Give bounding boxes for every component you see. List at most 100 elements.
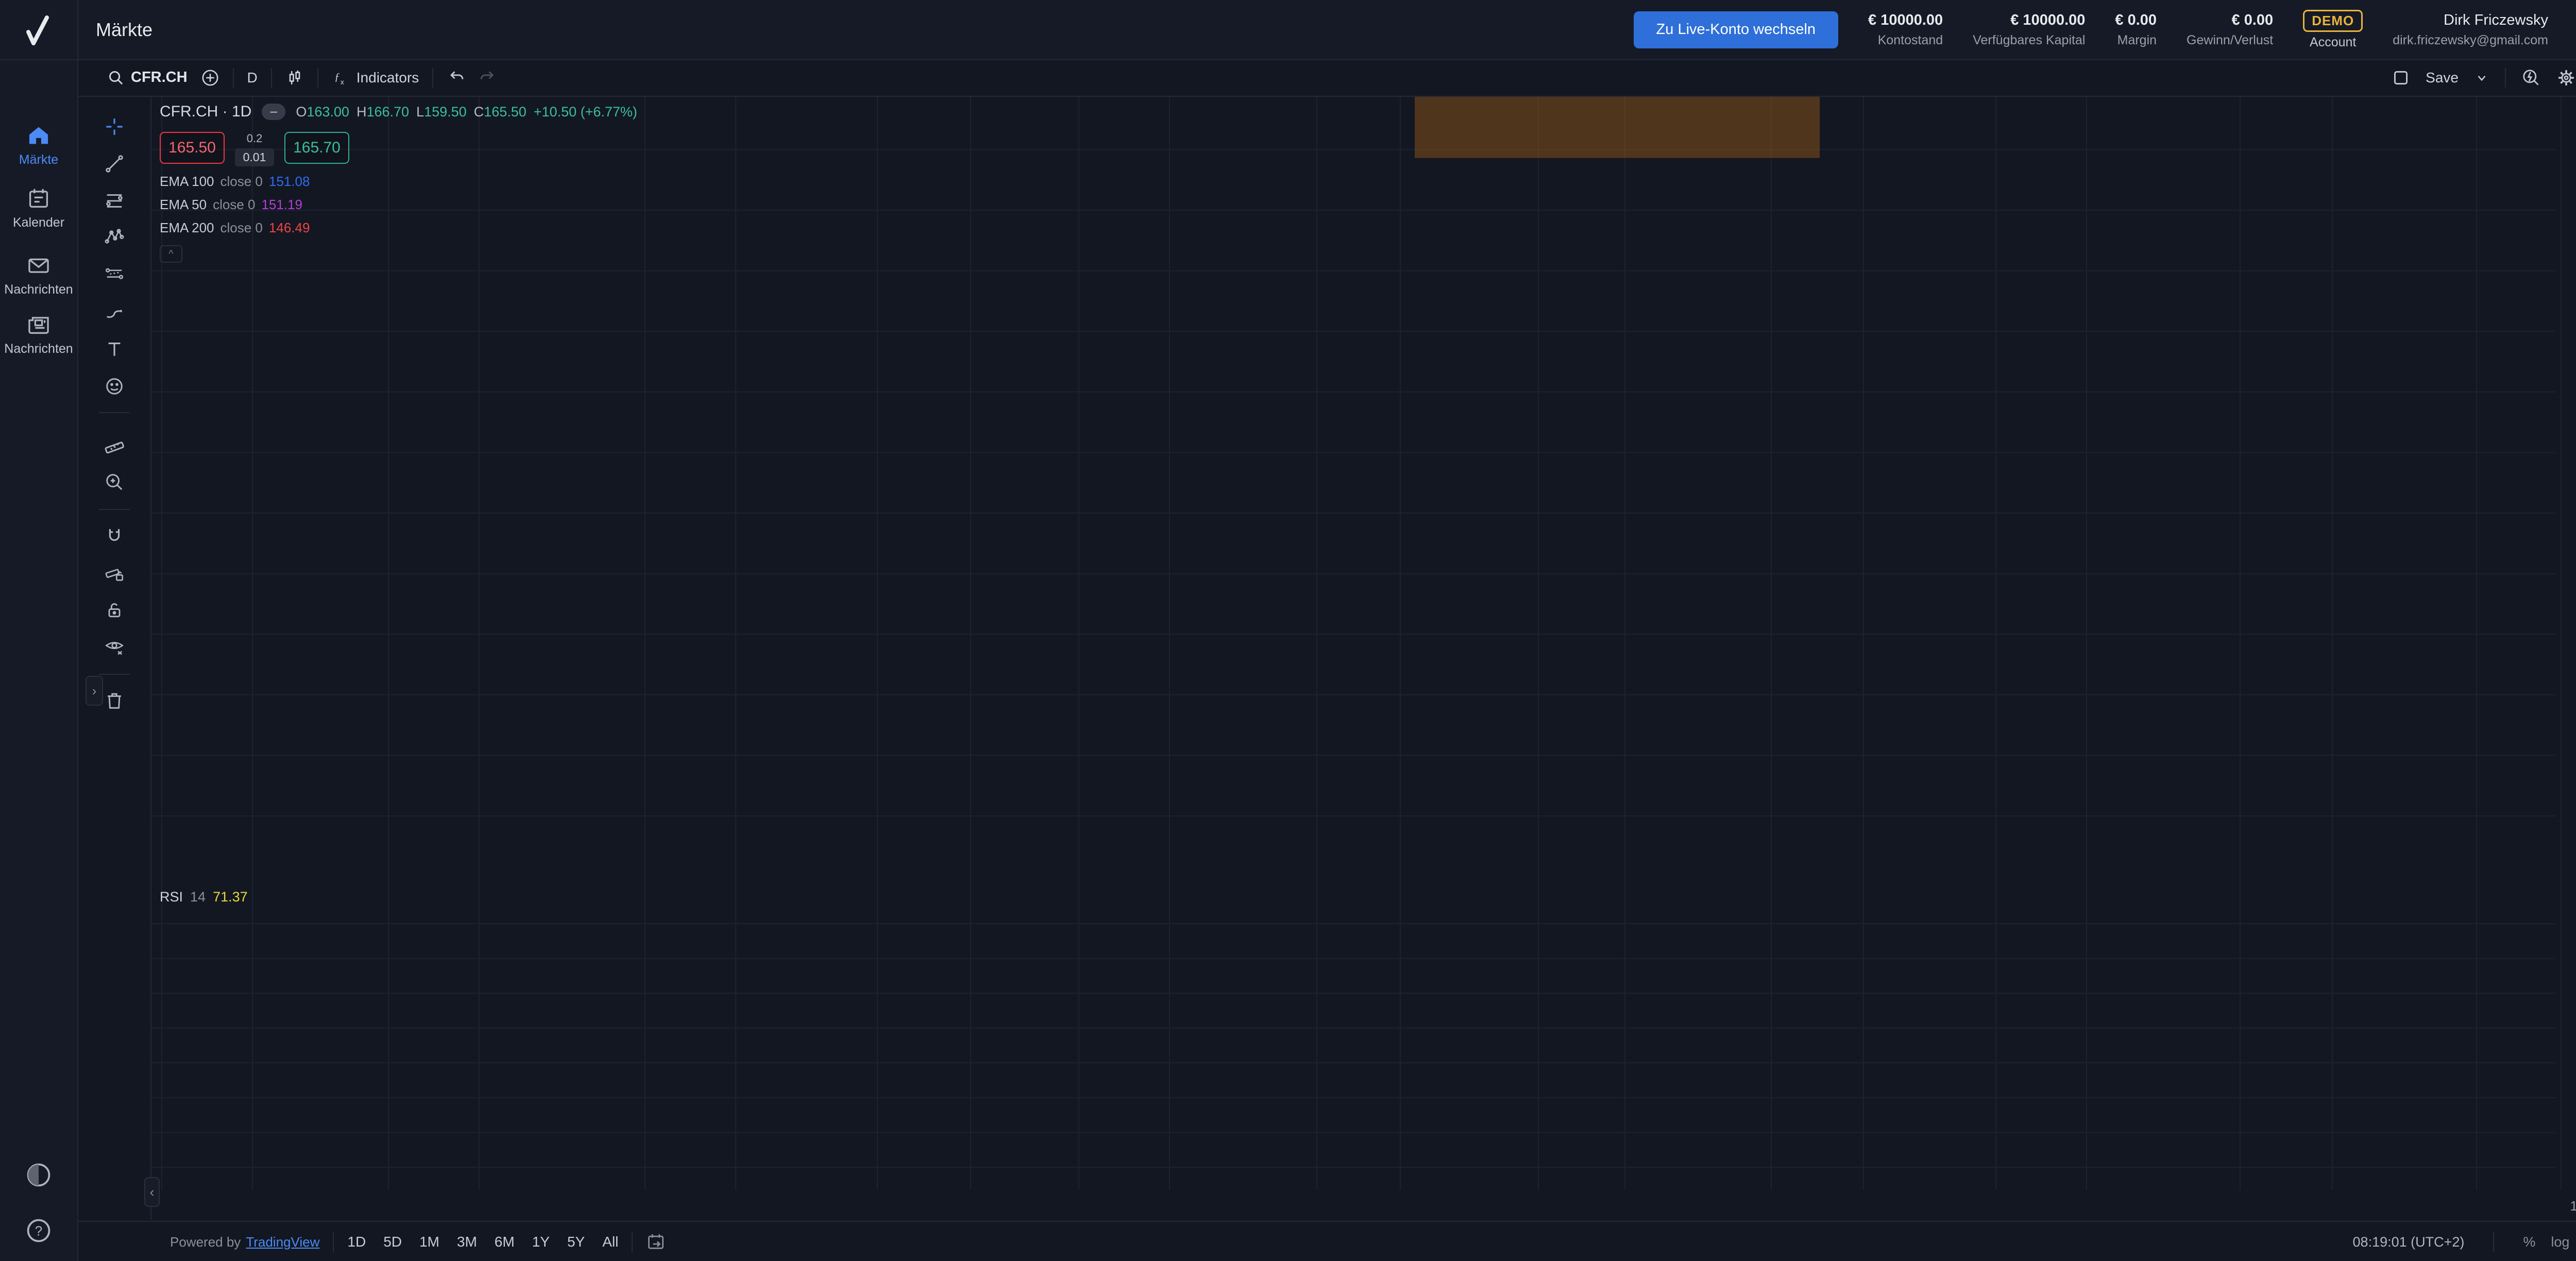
sidebar-item-kalender[interactable]: Kalender [0,186,77,230]
quote-widget: 165.50 0.2 0.01 165.70 [160,132,637,166]
indicator-legend-ema100[interactable]: EMA 100 close 0 151.08 [160,174,310,189]
save-button[interactable]: Save [2426,70,2459,86]
price-chart[interactable] [77,96,2576,1220]
fib-retracement-tool-icon[interactable] [103,190,126,212]
svg-text:ƒ: ƒ [334,72,340,83]
quick-search-icon[interactable] [2521,68,2541,88]
toolbar-divider [317,67,318,88]
spread-top: 0.2 [246,132,263,145]
stat-value: € 10000.00 [2010,11,2086,28]
question-icon: ? [27,1219,50,1242]
switch-live-account-button[interactable]: Zu Live-Konto wechseln [1633,11,1839,48]
buy-button[interactable]: 165.70 [284,132,349,164]
emoji-tool-icon[interactable] [103,375,126,398]
toolbar-divider [99,509,130,510]
user-info: Dirk Friczewsky dirk.friczewsky@gmail.co… [2393,12,2548,48]
range-6m[interactable]: 6M [494,1234,515,1250]
indicators-button[interactable]: ƒ x Indicators [332,69,419,87]
app-logo[interactable] [0,0,78,59]
search-icon [109,71,123,84]
indicator-legend-ema200[interactable]: EMA 200 close 0 146.49 [160,220,310,235]
sidebar-item-label: Nachrichten [4,282,73,297]
range-1m[interactable]: 1M [419,1234,439,1250]
toolbar-divider [432,67,434,88]
legend-symbol[interactable]: CFR.CH · 1D [160,103,252,120]
clock[interactable]: 08:19:01 (UTC+2) [2352,1234,2465,1250]
range-5y[interactable]: 5Y [567,1234,585,1250]
lock-tool-icon[interactable] [103,599,126,621]
toolbar-divider [232,67,234,88]
stat-label: Verfügbares Kapital [1973,32,2086,47]
chevron-down-icon[interactable] [2474,70,2489,86]
range-5d[interactable]: 5D [383,1234,402,1250]
header-account-area: Zu Live-Konto wechseln € 10000.00 Kontos… [1633,0,2576,59]
toolbar-collapse-handle[interactable]: ‹ [144,1177,160,1207]
change-value: +10.50 (+6.77%) [533,104,637,120]
top-header: Märkte Zu Live-Konto wechseln € 10000.00… [0,0,2576,60]
range-1y[interactable]: 1Y [532,1234,550,1250]
layout-icon[interactable] [2392,69,2410,87]
chart-style-icon[interactable] [285,69,304,87]
app-sidebar: Märkte Kalender Nachrichten Nachrichte [0,59,78,1261]
measure-tool-icon[interactable] [103,434,126,456]
tradingview-link[interactable]: TradingView [246,1234,320,1250]
spread-display: 0.2 0.01 [230,132,279,166]
page-title: Märkte [96,19,153,40]
theme-toggle[interactable] [0,1162,77,1188]
log-scale-button[interactable]: log [2551,1234,2570,1250]
brush-tool-icon[interactable] [103,301,126,323]
chart-legend: CFR.CH · 1D – O163.00 H166.70 L159.50 C1… [160,103,637,263]
percent-scale-button[interactable]: % [2523,1234,2536,1250]
sidebar-item-nachrichten-mail[interactable]: Nachrichten [0,253,77,297]
collapse-legend-button[interactable]: ^ [160,245,182,263]
range-3m[interactable]: 3M [456,1234,477,1250]
mail-icon [28,258,49,273]
magnet-tool-icon[interactable] [103,524,126,547]
crosshair-tool-icon[interactable] [103,115,126,138]
sidebar-item-nachrichten-news[interactable]: Nachrichten [0,313,77,356]
trend-line-tool-icon[interactable] [103,152,126,175]
stat-value: € 10000.00 [1868,11,1943,28]
delete-drawings-tool-icon[interactable] [103,689,126,712]
fx-icon: ƒ x [334,72,344,86]
stat-label: Kontostand [1877,32,1943,47]
projection-tool-icon[interactable] [103,263,126,285]
range-1d[interactable]: 1D [347,1234,366,1250]
toolbar-divider [333,1232,334,1252]
pane-controls: 1 [2557,1194,2576,1218]
toolbar-divider [99,674,130,675]
range-all[interactable]: All [602,1234,619,1250]
toolbar-divider [2505,67,2506,88]
text-tool-icon[interactable] [103,338,126,361]
drawing-mode-tool-icon[interactable] [103,561,126,584]
rsi-legend[interactable]: RSI 14 71.37 [160,889,248,905]
interval-button[interactable]: D [247,69,258,86]
range-buttons: 1D 5D 1M 3M 6M 1Y 5Y All [347,1234,618,1250]
pane-count: 1 [2570,1198,2576,1214]
goto-date-icon[interactable] [646,1232,666,1252]
powered-by-label: Powered by [170,1234,241,1250]
pattern-tool-icon[interactable] [103,226,126,248]
logo-check-icon [26,15,49,45]
source-toggle-icon[interactable]: – [262,104,286,120]
sell-button[interactable]: 165.50 [160,132,225,164]
object-tree-handle[interactable]: › [86,676,103,706]
compare-add-icon[interactable] [201,69,219,87]
sidebar-item-label: Nachrichten [4,342,73,356]
stat-gewinn-verlust: € 0.00 Gewinn/Verlust [2187,12,2273,48]
chart-toolbar: CFR.CH D ƒ x Indicators [78,59,2576,97]
stat-verfuegbares-kapital: € 10000.00 Verfügbares Kapital [1973,12,2085,48]
help-button[interactable]: ? [0,1217,77,1244]
drawing-toolbar [78,97,151,1220]
user-name: Dirk Friczewsky [2444,11,2548,28]
symbol-search-button[interactable]: CFR.CH [107,69,188,87]
gear-icon[interactable] [2556,68,2576,88]
hide-drawings-tool-icon[interactable] [103,636,126,658]
spread-value: 0.01 [234,148,275,166]
indicator-legend-ema50[interactable]: EMA 50 close 0 151.19 [160,197,302,212]
redo-icon[interactable] [479,69,497,87]
fib-retracement-layer [1415,96,1820,158]
undo-icon[interactable] [447,69,465,87]
sidebar-item-maerkte[interactable]: Märkte [0,124,77,167]
zoom-in-tool-icon[interactable] [103,471,126,493]
